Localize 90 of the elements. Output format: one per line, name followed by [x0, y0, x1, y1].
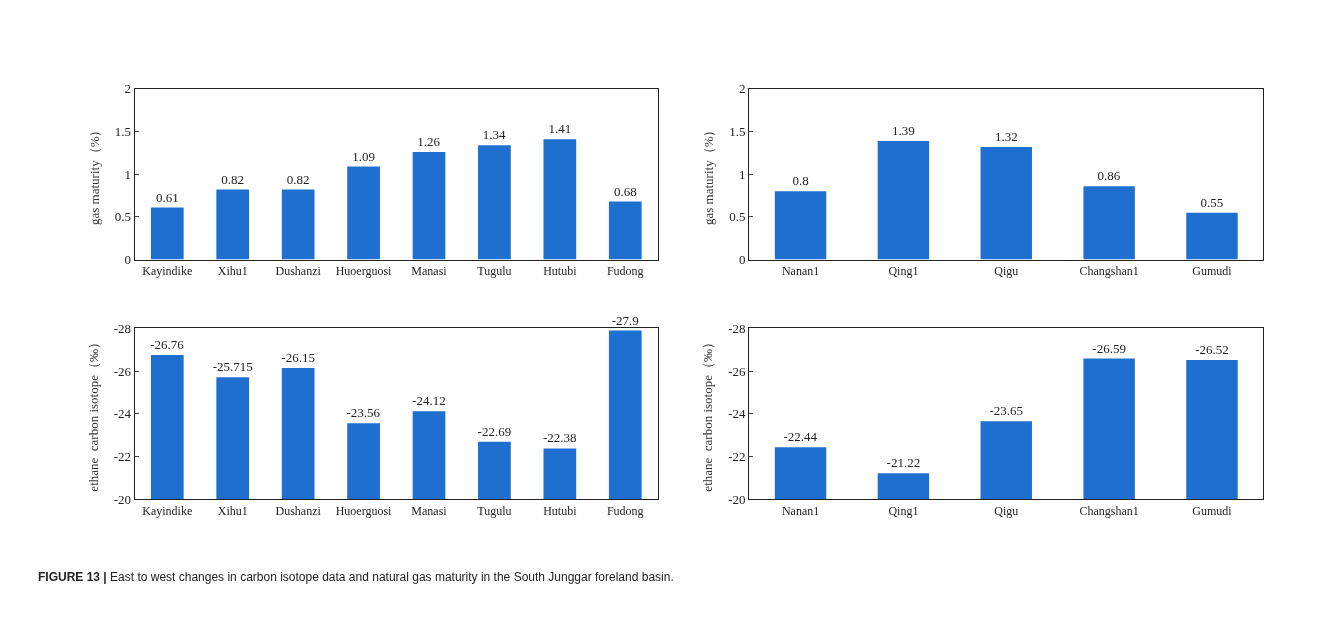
- x-tick-label: Manasi: [411, 503, 448, 518]
- data-label: -26.76: [150, 336, 185, 352]
- y-tick-label: -26: [113, 363, 132, 379]
- data-label: -27.9: [611, 312, 639, 328]
- y-tick-label: -22: [728, 449, 746, 465]
- x-tick-label: Gumudi: [1192, 264, 1233, 278]
- x-tick-label: Fudong: [606, 264, 644, 278]
- bar: [347, 166, 380, 260]
- data-label: 0.55: [1200, 194, 1224, 210]
- x-tick-label: Hutubi: [543, 264, 578, 278]
- x-tick-label: Hutubi: [543, 503, 578, 518]
- data-label: -22.69: [477, 423, 512, 439]
- x-tick-label: Nanan1: [781, 503, 820, 518]
- data-label: -24.12: [412, 393, 446, 409]
- y-tick-label: -26: [728, 363, 747, 379]
- y-tick-label: 0.5: [729, 209, 746, 225]
- x-tick-label: Dushanzi: [275, 503, 322, 518]
- bar: [774, 191, 827, 260]
- data-label: 0.61: [155, 189, 179, 205]
- y-axis-title: ethane carbon isotope（‰）: [700, 336, 716, 492]
- data-label: -23.56: [346, 405, 381, 421]
- data-label: 0.82: [221, 171, 245, 187]
- x-tick-label: Kayindike: [142, 503, 193, 518]
- y-tick-label: -24: [113, 406, 132, 422]
- y-tick-label: 1.5: [114, 124, 131, 140]
- x-tick-label: Huoerguosi: [335, 503, 393, 518]
- data-label: -23.65: [989, 403, 1024, 419]
- y-tick-label: -20: [728, 491, 746, 507]
- bar: [543, 139, 577, 260]
- bar: [412, 152, 446, 260]
- bar: [1083, 186, 1135, 260]
- x-tick-label: Changshan1: [1079, 264, 1139, 278]
- y-axis-title: gas maturity（%）: [701, 123, 717, 225]
- y-tick-label: -28: [728, 321, 746, 337]
- data-label: -25.715: [212, 359, 253, 375]
- bar: [150, 207, 184, 260]
- data-label: 1.32: [994, 128, 1018, 144]
- y-tick-label: -28: [113, 321, 131, 337]
- data-label: 0.8: [792, 173, 809, 189]
- caption: FIGURE 13 | East to west changes in carbon isotope data and natural gas maturity in the South Junggar foreland basin.: [38, 570, 674, 584]
- data-label: 1.34: [482, 127, 507, 143]
- data-label: 0.68: [613, 183, 637, 199]
- x-tick-label: Nanan1: [781, 264, 820, 278]
- x-tick-label: Qing1: [888, 503, 919, 518]
- data-label: 0.86: [1097, 168, 1121, 184]
- data-label: -21.22: [886, 455, 921, 471]
- x-tick-label: Dushanzi: [275, 264, 322, 278]
- data-label: -26.52: [1195, 342, 1229, 358]
- x-tick-label: Gumudi: [1192, 503, 1233, 518]
- y-tick-label: 0: [739, 252, 746, 268]
- y-tick-label: 2: [124, 81, 131, 97]
- x-tick-label: Qing1: [888, 264, 919, 278]
- y-tick-label: -22: [113, 449, 131, 465]
- bar: [216, 189, 250, 260]
- data-label: 1.39: [892, 122, 915, 138]
- x-tick-label: Huoerguosi: [335, 264, 393, 278]
- data-label: 1.09: [352, 148, 375, 164]
- y-tick-label: 2: [739, 81, 746, 97]
- data-label: 0.82: [286, 171, 310, 187]
- data-label: -26.59: [1092, 340, 1126, 356]
- x-tick-label: Changshan1: [1079, 503, 1139, 518]
- x-tick-label: Qigu: [994, 503, 1019, 518]
- y-tick-label: -20: [113, 491, 131, 507]
- data-label: -26.15: [281, 349, 315, 365]
- bar: [281, 189, 315, 260]
- data-label: -22.44: [783, 429, 818, 445]
- x-tick-label: Kayindike: [142, 264, 193, 278]
- data-label: -22.38: [543, 430, 577, 446]
- bar: [478, 145, 511, 260]
- data-label: 1.41: [548, 121, 572, 137]
- y-tick-label: 0: [124, 252, 131, 268]
- bar: [1186, 212, 1238, 260]
- data-label: 1.26: [417, 134, 441, 150]
- x-tick-label: Tugulu: [477, 503, 512, 518]
- y-tick-label: 1: [739, 166, 746, 182]
- y-axis-title: ethane carbon isotope（‰）: [85, 336, 101, 492]
- x-tick-label: Tugulu: [477, 264, 512, 278]
- bar: [980, 146, 1032, 260]
- x-tick-label: Xihu1: [217, 264, 248, 278]
- y-tick-label: -24: [728, 406, 747, 422]
- x-tick-label: Qigu: [994, 264, 1019, 278]
- bar: [877, 140, 930, 260]
- x-tick-label: Xihu1: [217, 503, 248, 518]
- y-tick-label: 1.5: [729, 124, 746, 140]
- y-axis-title: gas maturity（%）: [86, 123, 102, 225]
- bar: [608, 201, 642, 260]
- y-tick-label: 1: [124, 166, 131, 182]
- y-tick-label: 0.5: [114, 209, 131, 225]
- x-tick-label: Manasi: [411, 264, 448, 278]
- x-tick-label: Fudong: [606, 503, 644, 518]
